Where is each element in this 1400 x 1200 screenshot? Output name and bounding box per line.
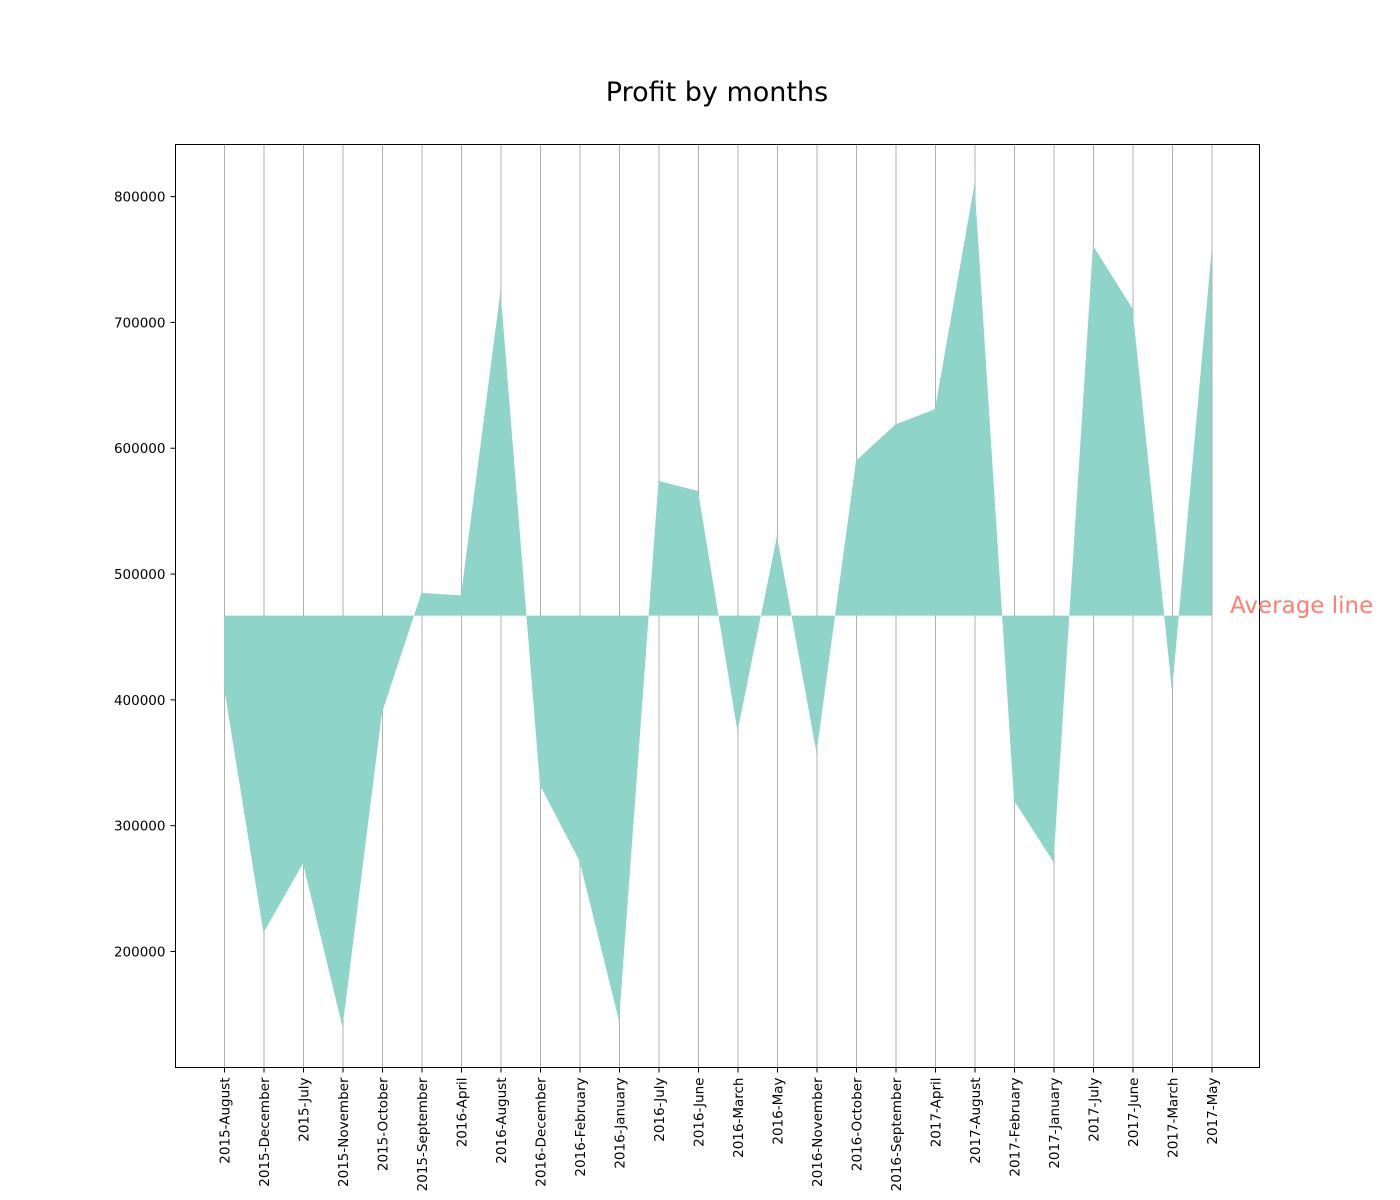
data-point bbox=[1132, 308, 1133, 310]
data-point bbox=[776, 535, 778, 537]
data-point bbox=[934, 408, 936, 410]
x-tick-label: 2016-March bbox=[731, 1078, 747, 1158]
data-point bbox=[1211, 251, 1212, 253]
x-tick-label: 2016-February bbox=[573, 1078, 589, 1177]
grid bbox=[224, 144, 1213, 1068]
data-point bbox=[816, 752, 817, 754]
y-tick-label: 600000 bbox=[114, 441, 166, 457]
data-point bbox=[302, 862, 304, 864]
chart-title: Profit by months bbox=[606, 77, 828, 108]
x-tick-label: 2017-July bbox=[1087, 1077, 1103, 1141]
data-point bbox=[1092, 245, 1094, 247]
data-point bbox=[263, 932, 264, 934]
plot-frame bbox=[175, 144, 1260, 1068]
data-point bbox=[1053, 861, 1054, 863]
x-tick-label: 2016-October bbox=[850, 1077, 866, 1171]
data-point bbox=[658, 480, 659, 482]
data-point bbox=[539, 784, 541, 786]
x-tick-label: 2016-January bbox=[613, 1078, 629, 1169]
x-tick-label: 2015-July bbox=[297, 1077, 313, 1141]
x-tick-label: 2017-August bbox=[968, 1078, 984, 1164]
x-tick-label: 2017-June bbox=[1126, 1078, 1142, 1147]
y-tick-label: 400000 bbox=[114, 693, 166, 709]
x-tick-label: 2017-January bbox=[1047, 1078, 1063, 1169]
x-tick-label: 2017-April bbox=[929, 1078, 945, 1148]
x-tick-label: 2017-February bbox=[1008, 1078, 1024, 1177]
x-tick-label: 2016-April bbox=[455, 1078, 471, 1148]
x-tick-label: 2016-May bbox=[771, 1077, 787, 1144]
x-tick-label: 2016-August bbox=[494, 1078, 510, 1164]
y-tick-label: 300000 bbox=[114, 819, 166, 835]
y-tick-label: 700000 bbox=[114, 315, 166, 331]
y-axis: 200000 300000 400000 500000 600000 700000 8000… bbox=[114, 190, 176, 961]
x-tick-label: 2015-November bbox=[336, 1077, 352, 1187]
x-tick-label: 2017-May bbox=[1205, 1077, 1221, 1144]
average-line-label: Average line bbox=[1230, 593, 1373, 619]
data-point bbox=[974, 183, 975, 185]
x-tick-label: 2015-August bbox=[218, 1078, 234, 1164]
data-point bbox=[1171, 690, 1173, 692]
x-tick-label: 2015-December bbox=[257, 1077, 273, 1187]
x-tick-label: 2016-June bbox=[692, 1078, 708, 1147]
data-point bbox=[618, 1020, 620, 1022]
y-tick-label: 200000 bbox=[114, 945, 166, 961]
x-tick-label: 2015-October bbox=[376, 1077, 392, 1171]
data-point bbox=[223, 686, 225, 688]
area-series bbox=[223, 183, 1212, 1028]
x-tick-label: 2016-November bbox=[810, 1077, 826, 1187]
x-tick-label: 2016-September bbox=[889, 1077, 905, 1191]
profit-area bbox=[224, 184, 1212, 1027]
x-tick-label: 2016-December bbox=[534, 1077, 550, 1187]
data-point bbox=[737, 730, 738, 732]
data-point bbox=[855, 460, 857, 462]
data-point bbox=[1013, 800, 1015, 802]
x-tick-label: 2017-March bbox=[1166, 1078, 1182, 1158]
data-point bbox=[697, 490, 699, 492]
data-point bbox=[579, 860, 580, 862]
data-point bbox=[421, 592, 422, 594]
data-point bbox=[460, 594, 462, 596]
data-point bbox=[342, 1026, 343, 1028]
data-point bbox=[895, 423, 896, 425]
data-point bbox=[381, 711, 383, 713]
y-tick-label: 800000 bbox=[114, 190, 166, 206]
data-point bbox=[500, 290, 501, 292]
y-tick-label: 500000 bbox=[114, 567, 166, 583]
x-axis: 2015-August 2015-December 2015-July 2015-No… bbox=[218, 1067, 1221, 1191]
x-tick-label: 2015-September bbox=[415, 1077, 431, 1191]
x-tick-label: 2016-July bbox=[652, 1077, 668, 1141]
